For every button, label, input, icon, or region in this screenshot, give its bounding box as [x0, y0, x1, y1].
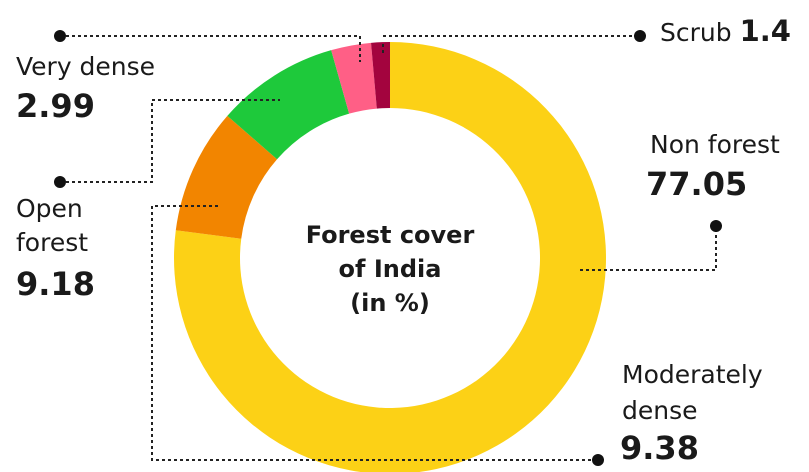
moderately-dense-value: 9.38: [620, 429, 699, 467]
leader-line-scrub: [382, 35, 640, 56]
leader-line-moderately-dense: [151, 205, 598, 461]
leader-dots: [54, 30, 722, 466]
very-dense-value: 2.99: [16, 87, 95, 125]
moderately-dense-label-line2: dense: [622, 396, 698, 425]
very-dense-label: Very dense: [16, 52, 156, 81]
open-forest-value: 9.18: [16, 265, 95, 303]
open-forest-label-line2: forest: [16, 228, 89, 257]
chart-title-line3: (in %): [350, 289, 430, 317]
leader-line-open-forest: [60, 99, 280, 183]
leader-line-very-dense: [60, 35, 361, 62]
scrub-label: Scrub: [660, 18, 732, 47]
scrub-value: 1.4: [739, 14, 791, 48]
slice-very-dense: [331, 42, 377, 114]
leader-lines: [60, 35, 717, 461]
non-forest-label: Non forest: [650, 130, 780, 159]
slice-moderately-dense: [175, 115, 278, 239]
leader-dot-open-forest: [54, 176, 66, 188]
leader-dot-moderately-dense: [592, 454, 604, 466]
donut-slices: [174, 42, 606, 472]
leader-dot-very-dense: [54, 30, 66, 42]
moderately-dense-label-line1: Moderately: [622, 360, 763, 389]
leader-dot-scrub: [634, 30, 646, 42]
non-forest-value: 77.05: [646, 165, 748, 203]
open-forest-label-line1: Open: [16, 194, 83, 223]
scrub-label-row: Scrub 1.4: [660, 16, 791, 48]
chart-title-line2: of India: [338, 255, 442, 283]
slice-scrub: [371, 42, 390, 109]
chart-title-line1: Forest cover: [305, 221, 475, 249]
slice-non-forest: [174, 42, 606, 472]
slice-open-forest: [227, 50, 350, 160]
chart-title: Forest cover of India (in %): [290, 218, 490, 320]
leader-dot-non-forest: [710, 220, 722, 232]
